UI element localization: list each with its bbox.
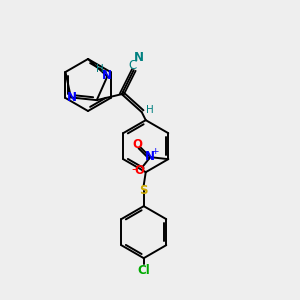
Text: Cl: Cl — [137, 264, 150, 277]
Text: O: O — [134, 164, 144, 177]
Text: N: N — [102, 69, 112, 82]
Text: N: N — [134, 51, 144, 64]
Text: C: C — [129, 58, 137, 72]
Text: N: N — [67, 91, 77, 104]
Text: -: - — [131, 163, 136, 176]
Text: +: + — [152, 147, 159, 156]
Text: O: O — [132, 138, 142, 151]
Text: H: H — [146, 105, 154, 115]
Text: S: S — [140, 184, 148, 196]
Text: H: H — [96, 64, 104, 74]
Text: N: N — [145, 150, 155, 163]
